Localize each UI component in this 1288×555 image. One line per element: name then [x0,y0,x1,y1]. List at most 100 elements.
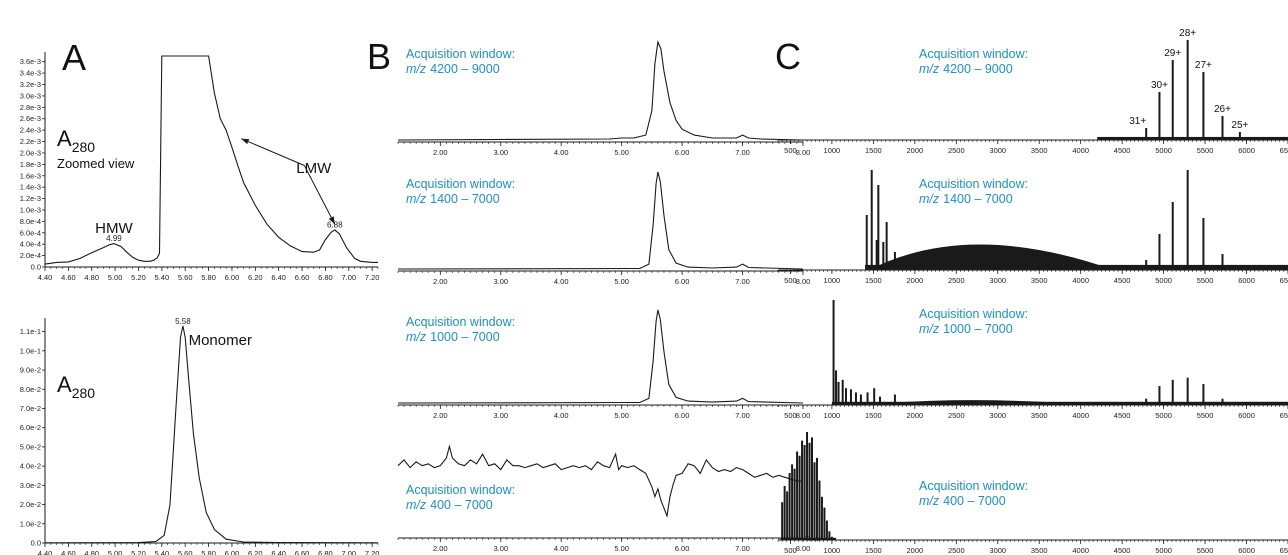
charge-state-label: 25+ [1231,120,1248,131]
x-tick-label: 5.00 [614,277,629,286]
x-tick-label: 3.00 [493,411,508,420]
x-tick-label: 6000 [1238,146,1255,155]
x-tick-label: 6.60 [295,273,310,282]
x-tick-label: 5.80 [201,549,216,555]
acquisition-window-label: Acquisition window: [919,47,1028,61]
x-tick-label: 500 [784,546,797,555]
x-tick-label: 6.40 [271,549,286,555]
acquisition-window-range: m/z 1000 – 7000 [406,330,500,344]
x-tick-label: 6000 [1238,276,1255,285]
y-tick-label: 1.0e-1 [20,346,41,355]
x-tick-label: 5500 [1197,146,1214,155]
x-tick-label: 7.00 [735,544,750,553]
acquisition-window-label: Acquisition window: [919,177,1028,191]
x-tick-label: 1000 [824,146,841,155]
mz-italic: m/z [919,494,940,508]
x-tick-label: 5000 [1155,146,1172,155]
x-tick-label: 1500 [865,411,882,420]
x-tick-label: 8.00 [796,277,811,286]
acquisition-window-label: Acquisition window: [406,47,515,61]
charge-state-label: 31+ [1129,116,1146,127]
x-tick-label: 5.00 [614,411,629,420]
x-tick-label: 4000 [1072,546,1089,555]
mz-range: 1000 – 7000 [943,322,1013,336]
acquisition-window-label: Acquisition window: [919,307,1028,321]
x-tick-label: 2000 [906,146,923,155]
annotation-label: Monomer [189,332,252,349]
x-tick-label: 5500 [1197,546,1214,555]
arrow-head [241,138,250,145]
y-axis-label: A280 [57,126,95,155]
annotation-label: HMW [95,220,133,237]
x-tick-label: 3.00 [493,277,508,286]
panel-letter-c: C [775,36,801,77]
x-tick-label: 7.20 [365,273,380,282]
y-tick-label: 2.6e-3 [20,114,41,123]
x-tick-label: 4.00 [554,148,569,157]
x-tick-label: 4500 [1114,546,1131,555]
arrow-head [328,216,335,225]
y-axis-label-main: A [57,372,72,397]
x-tick-label: 500 [784,411,797,420]
y-tick-label: 3.6e-3 [20,57,41,66]
x-tick-label: 1500 [865,546,882,555]
mz-range: 1000 – 7000 [430,330,500,344]
arrow-line [241,138,305,166]
x-tick-label: 500 [784,276,797,285]
noise-hump [869,244,1114,270]
x-tick-label: 2500 [948,411,965,420]
x-tick-label: 4.60 [61,273,76,282]
panel-letter-a: A [62,37,86,78]
y-tick-label: 1.0e-2 [20,519,41,528]
y-tick-label: 2.4e-3 [20,126,41,135]
tic-trace [397,171,804,270]
x-tick-label: 5.80 [201,273,216,282]
x-tick-label: 2000 [906,276,923,285]
y-tick-label: 3.0e-3 [20,91,41,100]
x-tick-label: 4000 [1072,276,1089,285]
y-tick-label: 2.0e-4 [20,251,41,260]
mz-italic: m/z [919,192,940,206]
x-tick-label: 3000 [989,276,1006,285]
y-tick-label: 4.0e-2 [20,462,41,471]
x-tick-label: 2.00 [433,544,448,553]
y-tick-label: 2.0e-3 [20,148,41,157]
y-axis-label-sub: 280 [72,385,96,401]
x-tick-label: 7.00 [735,277,750,286]
x-tick-label: 6.80 [318,549,333,555]
y-tick-label: 6.0e-2 [20,423,41,432]
arrow-line [303,165,336,225]
y-tick-label: 8.0e-2 [20,385,41,394]
x-tick-label: 3.00 [493,148,508,157]
mz-italic: m/z [406,192,427,206]
x-tick-label: 2500 [948,276,965,285]
x-tick-label: 2.00 [433,277,448,286]
x-tick-label: 4.00 [554,544,569,553]
x-tick-label: 3500 [1031,146,1048,155]
y-tick-label: 3.0e-2 [20,481,41,490]
annotation-label: LMW [296,160,332,177]
y-tick-label: 1.2e-3 [20,194,41,203]
mz-italic: m/z [406,62,427,76]
acquisition-window-range: m/z 400 – 7000 [406,498,493,512]
y-axis-label-sub: 280 [72,139,96,155]
y-tick-label: 6.0e-4 [20,228,41,237]
charge-state-label: 30+ [1151,80,1168,91]
x-tick-label: 5000 [1155,276,1172,285]
acquisition-window-range: m/z 1000 – 7000 [919,322,1013,336]
y-tick-label: 4.0e-4 [20,240,41,249]
x-tick-label: 6.80 [318,273,333,282]
x-tick-label: 6.00 [675,148,690,157]
mz-range: 400 – 7000 [943,494,1006,508]
x-tick-label: 4500 [1114,411,1131,420]
x-tick-label: 2500 [948,546,965,555]
x-tick-label: 1000 [824,411,841,420]
y-tick-label: 1.4e-3 [20,183,41,192]
x-tick-label: 4.00 [554,411,569,420]
x-tick-label: 6.00 [675,277,690,286]
y-axis-label: A280 [57,372,95,401]
mz-italic: m/z [919,322,940,336]
x-tick-label: 8.00 [796,148,811,157]
y-tick-label: 3.4e-3 [20,69,41,78]
tic-trace [397,39,804,141]
